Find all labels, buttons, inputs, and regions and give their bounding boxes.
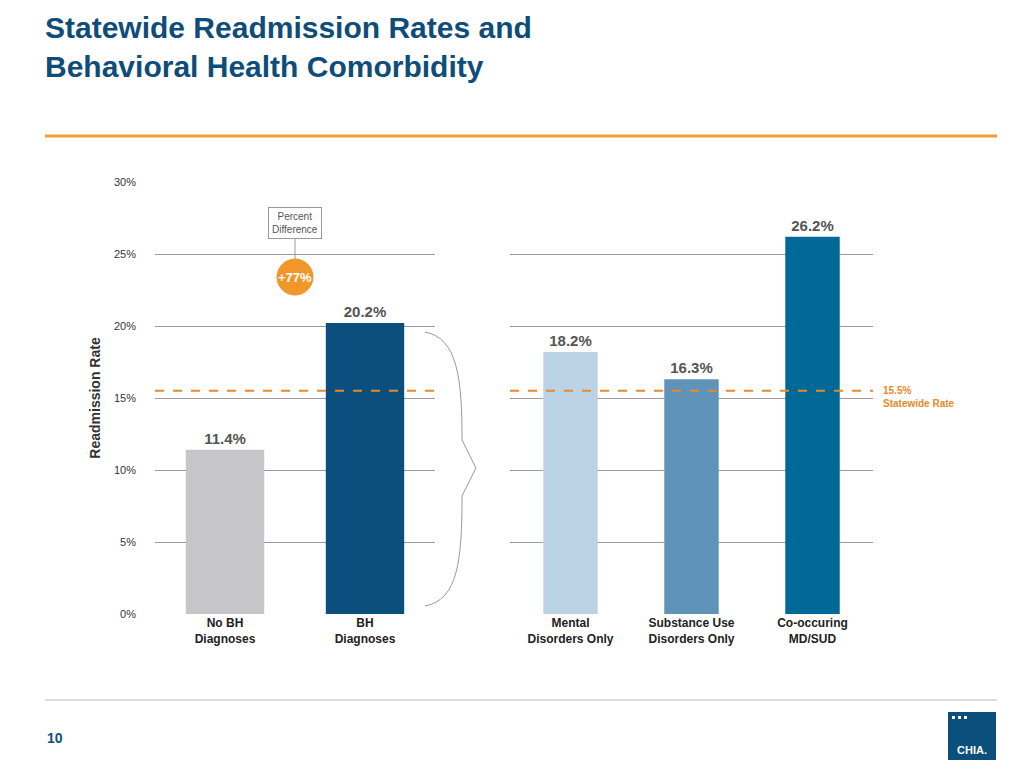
svg-text:20%: 20% (114, 320, 136, 332)
svg-text:18.2%: 18.2% (549, 332, 592, 349)
svg-text:No BHDiagnoses: No BHDiagnoses (195, 616, 256, 646)
svg-text:25%: 25% (114, 248, 136, 260)
svg-text:15%: 15% (114, 392, 136, 404)
svg-text:10: 10 (47, 730, 63, 746)
svg-text:Co-occuringMD/SUD: Co-occuringMD/SUD (777, 616, 848, 646)
svg-text:10%: 10% (114, 464, 136, 476)
svg-text:BHDiagnoses: BHDiagnoses (335, 616, 396, 646)
svg-text:Statewide Readmission Rates an: Statewide Readmission Rates andBehaviora… (45, 11, 532, 83)
svg-text:CHIA.: CHIA. (957, 744, 987, 756)
svg-text:Substance UseDisorders Only: Substance UseDisorders Only (648, 616, 734, 646)
svg-text:Readmission Rate: Readmission Rate (87, 337, 103, 459)
svg-text:11.4%: 11.4% (204, 430, 246, 447)
svg-text:0%: 0% (120, 608, 136, 620)
svg-text:5%: 5% (120, 536, 136, 548)
svg-text:MentalDisorders Only: MentalDisorders Only (527, 616, 613, 646)
svg-text:15.5%Statewide Rate: 15.5%Statewide Rate (883, 385, 955, 409)
svg-text:26.2%: 26.2% (791, 217, 834, 234)
svg-text:+77%: +77% (278, 270, 312, 285)
svg-text:20.2%: 20.2% (344, 303, 387, 320)
svg-text:PercentDifference: PercentDifference (272, 211, 318, 235)
svg-text:16.3%: 16.3% (670, 359, 713, 376)
svg-text:30%: 30% (114, 176, 136, 188)
